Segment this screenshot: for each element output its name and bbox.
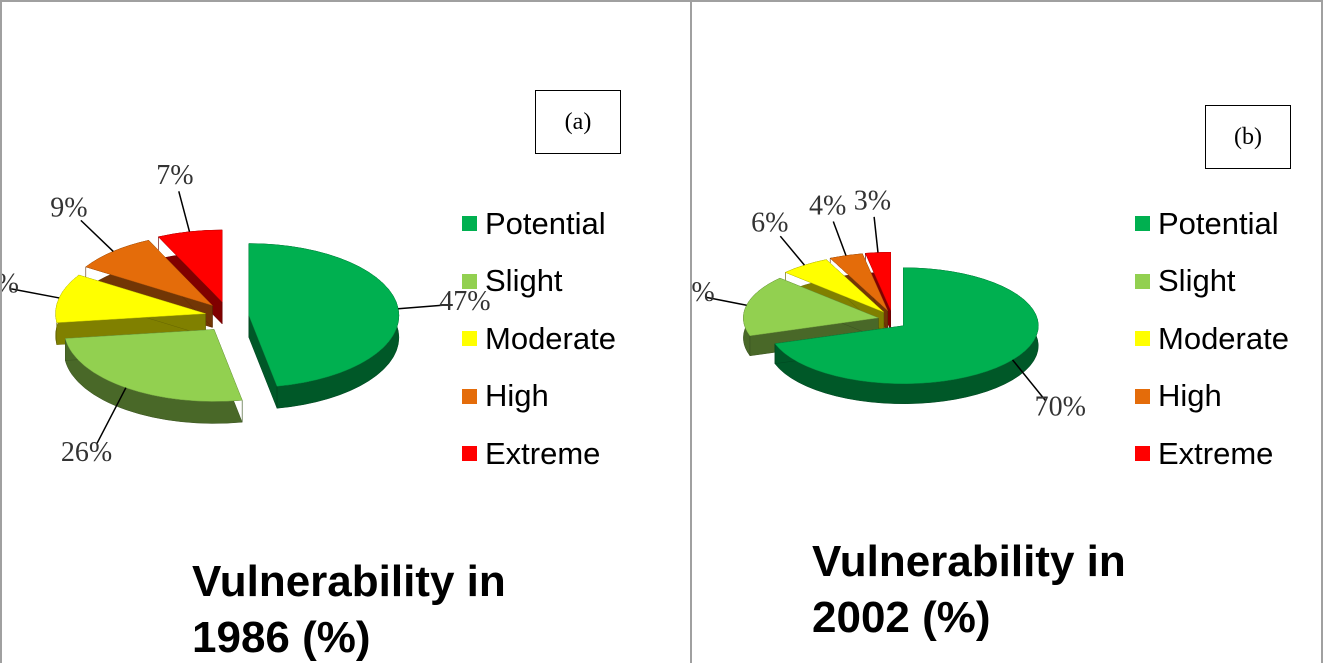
pie-slice-group bbox=[248, 243, 400, 409]
legend-label: Extreme bbox=[485, 435, 601, 471]
legend: Potential Slight Moderate High Extreme bbox=[462, 195, 616, 483]
pie-slice bbox=[157, 229, 223, 303]
legend-swatch bbox=[462, 388, 477, 404]
data-label: 4% bbox=[809, 191, 846, 222]
legend-swatch bbox=[1135, 388, 1150, 404]
data-label: 9% bbox=[50, 192, 87, 223]
legend: Potential Slight Moderate High Extreme bbox=[1135, 195, 1289, 483]
legend-item: High bbox=[462, 368, 616, 426]
legend-label: Moderate bbox=[485, 320, 616, 356]
pie-slice-group bbox=[85, 239, 213, 329]
legend-swatch bbox=[462, 446, 477, 462]
legend-label: High bbox=[485, 378, 549, 414]
data-label: 70% bbox=[1035, 392, 1086, 423]
legend-swatch bbox=[462, 216, 477, 232]
data-label: 26% bbox=[61, 437, 112, 468]
legend-item: Slight bbox=[1135, 253, 1289, 311]
leader-line bbox=[80, 219, 114, 252]
legend-swatch bbox=[1135, 273, 1150, 289]
pie-slice-group bbox=[55, 274, 206, 345]
pie-slice bbox=[743, 277, 880, 337]
pie-slice-group bbox=[774, 267, 1039, 404]
legend-label: High bbox=[1158, 378, 1222, 414]
leader-line bbox=[779, 235, 805, 266]
data-label: 17% bbox=[692, 277, 715, 308]
pie-slice bbox=[85, 240, 213, 306]
legend-item: Moderate bbox=[1135, 310, 1289, 368]
legend-label: Moderate bbox=[1158, 320, 1289, 356]
legend-swatch bbox=[462, 331, 477, 347]
leader-line bbox=[96, 387, 127, 444]
chart-panel: 70% 17% 6% 4% 3% (b) Vulnerability in 2002 (%)… bbox=[690, 0, 1323, 663]
leader-line bbox=[1011, 359, 1047, 402]
leader-line bbox=[11, 288, 60, 299]
panel-label: (a) bbox=[535, 90, 621, 154]
pie-slice bbox=[784, 259, 884, 313]
legend-item: Potential bbox=[462, 195, 616, 253]
pie-slice bbox=[829, 253, 888, 311]
legend-item: Potential bbox=[1135, 195, 1289, 253]
chart-title: Vulnerability in 2002 (%) bbox=[812, 537, 1126, 642]
legend-swatch bbox=[462, 273, 477, 289]
legend-label: Potential bbox=[485, 205, 606, 241]
leader-line bbox=[398, 304, 448, 310]
data-label: 3% bbox=[854, 185, 891, 216]
legend-item: Slight bbox=[462, 253, 616, 311]
data-label: 7% bbox=[156, 160, 193, 191]
legend-label: Potential bbox=[1158, 205, 1279, 241]
leader-line bbox=[873, 216, 879, 253]
leader-line bbox=[706, 296, 747, 306]
legend-item: High bbox=[1135, 368, 1289, 426]
data-label: 47% bbox=[439, 286, 490, 317]
legend-label: Extreme bbox=[1158, 435, 1274, 471]
legend-swatch bbox=[1135, 331, 1150, 347]
pie-slice bbox=[55, 274, 206, 323]
pie-slice bbox=[64, 329, 243, 402]
legend-item: Extreme bbox=[462, 425, 616, 483]
pie-chart: 47% 26% 11% 9% 7% bbox=[2, 160, 491, 468]
chart-title: Vulnerability in 1986 (%) bbox=[192, 557, 506, 662]
data-label: 6% bbox=[751, 207, 788, 238]
legend-label: Slight bbox=[1158, 263, 1236, 299]
leader-line bbox=[832, 221, 847, 256]
pie-slice bbox=[248, 243, 400, 387]
leader-line bbox=[178, 191, 191, 232]
legend-label: Slight bbox=[485, 263, 563, 299]
legend-swatch bbox=[1135, 216, 1150, 232]
chart-panel: 47% 26% 11% 9% 7% (a) Vulnerability in 1986 (%… bbox=[0, 0, 692, 663]
data-label: 11% bbox=[2, 268, 19, 299]
legend-swatch bbox=[1135, 446, 1150, 462]
legend-item: Moderate bbox=[462, 310, 616, 368]
pie-slice bbox=[774, 267, 1039, 384]
panel-label: (b) bbox=[1205, 105, 1291, 169]
pie-chart: 70% 17% 6% 4% 3% bbox=[692, 185, 1086, 423]
legend-item: Extreme bbox=[1135, 425, 1289, 483]
pie-slice-group bbox=[64, 329, 243, 424]
